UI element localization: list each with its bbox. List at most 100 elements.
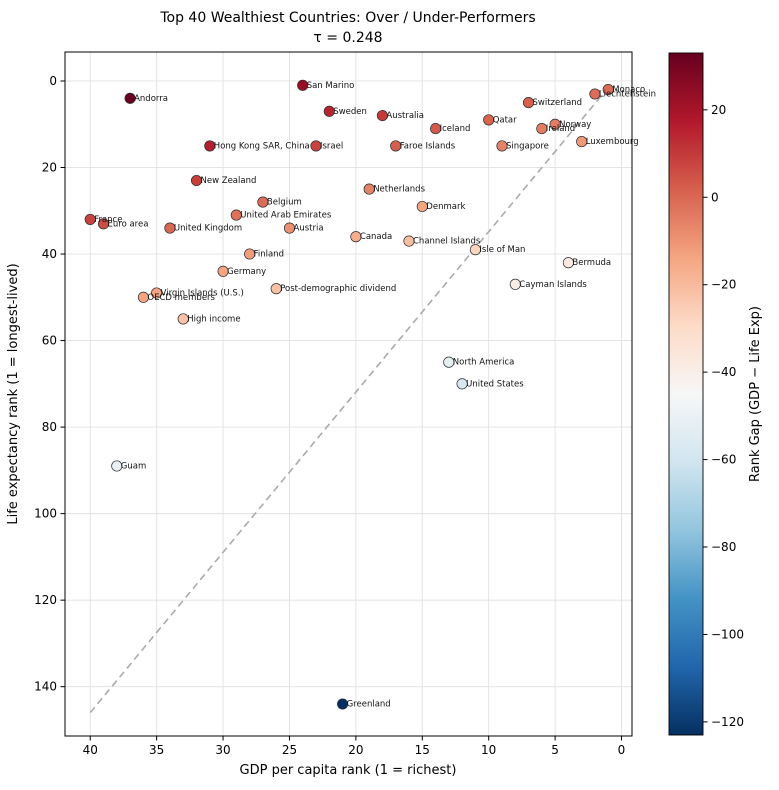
point-label: Australia xyxy=(386,111,424,121)
data-point-sweden xyxy=(323,105,335,117)
point-label: Virgin Islands (U.S.) xyxy=(161,289,244,299)
point-label: Canada xyxy=(360,232,392,242)
point-label: New Zealand xyxy=(201,176,257,186)
data-point-switzerland xyxy=(522,97,535,109)
data-point-channel-islands xyxy=(403,235,415,247)
point-label: Iceland xyxy=(440,124,471,134)
data-point-faroe-islands xyxy=(390,140,402,152)
point-label: Sweden xyxy=(333,107,367,117)
colorbar xyxy=(668,52,704,736)
data-point-united-kingdom xyxy=(164,222,176,234)
data-point-greenland xyxy=(337,698,349,710)
point-label: United Arab Emirates xyxy=(240,211,332,221)
data-point-guam xyxy=(111,460,123,472)
diagonal-layer xyxy=(89,86,609,714)
point-label: Qatar xyxy=(493,115,517,125)
point-label: Cayman Islands xyxy=(519,280,587,290)
point-label: Monaco xyxy=(612,85,645,95)
point-label: Finland xyxy=(254,250,284,260)
data-point-hong-kong-sar-china xyxy=(204,140,216,152)
point-label: Liechtenstein xyxy=(599,90,656,100)
data-point-israel xyxy=(310,140,322,152)
y-tick-label: 80 xyxy=(42,420,57,434)
data-point-san-marino xyxy=(297,79,309,91)
data-point-liechtenstein xyxy=(589,88,601,100)
y-tick-label: 140 xyxy=(34,680,57,694)
data-point-andorra xyxy=(124,92,136,104)
data-point-isle-of-man xyxy=(469,244,481,256)
chart-title: Top 40 Wealthiest Countries: Over / Unde… xyxy=(159,10,535,26)
point-label: Switzerland xyxy=(533,98,583,108)
grid-layer xyxy=(65,52,632,736)
data-point-virgin-islands-u-s- xyxy=(151,287,163,299)
colorbar-tick-label: −120 xyxy=(711,715,744,729)
x-tick-label: 35 xyxy=(149,743,164,757)
colorbar-layer: 20 0 −20 −40 −60 −80 −100 −120 xyxy=(668,52,744,736)
y-tick-label: 40 xyxy=(42,247,57,261)
point-label: Bermuda xyxy=(572,258,611,268)
point-label: Luxembourg xyxy=(586,137,639,147)
y-tick-label: 60 xyxy=(42,334,57,348)
colorbar-tick-label: −20 xyxy=(711,278,736,292)
point-label: Hong Kong SAR, China xyxy=(214,141,310,151)
x-tick-label: 10 xyxy=(481,743,496,757)
point-label: France xyxy=(94,215,122,225)
colorbar-tick-label: −40 xyxy=(711,365,736,379)
point-label: United States xyxy=(466,379,524,389)
y-axis-label: Life expectancy rank (1 = longest-lived) xyxy=(6,263,21,524)
x-tick-label: 0 xyxy=(618,743,626,757)
x-tick-label: 5 xyxy=(551,743,559,757)
data-point-norway xyxy=(549,118,561,130)
axes-layer: 40 35 30 25 20 15 10 5 0 0 20 40 60 80 100 120 140 xyxy=(34,51,633,757)
colorbar-tick-label: 0 xyxy=(711,190,719,204)
point-label: Denmark xyxy=(426,202,465,212)
data-point-belgium xyxy=(257,196,269,208)
x-tick-label: 25 xyxy=(282,743,297,757)
data-point-luxembourg xyxy=(576,136,588,148)
point-label: Channel Islands xyxy=(413,237,481,247)
data-point-euro-area xyxy=(97,218,110,230)
data-point-iceland xyxy=(430,123,442,135)
point-label: Singapore xyxy=(506,141,549,151)
point-label: North America xyxy=(453,358,515,368)
point-label: High income xyxy=(187,314,240,324)
y-tick-label: 0 xyxy=(49,74,57,88)
x-tick-label: 20 xyxy=(348,743,363,757)
colorbar-label: Rank Gap (GDP − Life Exp) xyxy=(748,306,763,482)
point-label: Netherlands xyxy=(373,185,425,195)
y-tick-label: 20 xyxy=(42,161,57,175)
point-label: Austria xyxy=(294,224,324,234)
colorbar-tick-label: 20 xyxy=(711,103,726,117)
data-point-ireland xyxy=(536,123,548,135)
data-point-australia xyxy=(376,110,388,122)
point-label: San Marino xyxy=(307,81,355,91)
data-point-north-america xyxy=(443,356,455,368)
data-point-cayman-islands xyxy=(509,278,521,290)
data-point-qatar xyxy=(483,114,495,126)
data-point-united-arab-emirates xyxy=(230,209,242,221)
point-label: Isle of Man xyxy=(479,245,525,255)
x-tick-label: 30 xyxy=(215,743,230,757)
data-point-denmark xyxy=(416,200,428,213)
data-point-singapore xyxy=(496,140,508,152)
x-axis-label: GDP per capita rank (1 = richest) xyxy=(240,763,457,778)
points-layer xyxy=(84,79,614,710)
y-tick-label: 100 xyxy=(34,507,57,521)
point-label: Guam xyxy=(121,462,146,472)
data-point-germany xyxy=(217,265,229,277)
point-label: Norway xyxy=(559,120,591,130)
point-label: Ireland xyxy=(546,124,575,134)
point-label: United Kingdom xyxy=(174,224,242,234)
point-label: Andorra xyxy=(134,94,168,104)
x-tick-label: 15 xyxy=(415,743,430,757)
point-label: Germany xyxy=(227,267,266,277)
point-label: Post-demographic dividend xyxy=(280,284,396,294)
point-label: Euro area xyxy=(108,219,149,229)
x-tick-label: 40 xyxy=(83,743,98,757)
y-tick-label: 120 xyxy=(34,593,57,607)
data-point-netherlands xyxy=(363,183,375,195)
plot-border xyxy=(64,51,633,737)
